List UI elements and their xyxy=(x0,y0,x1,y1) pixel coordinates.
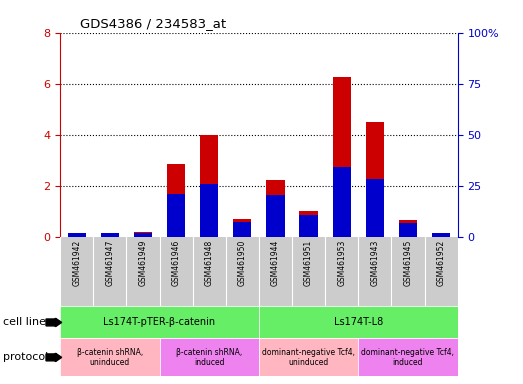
Text: GSM461945: GSM461945 xyxy=(403,240,413,286)
Bar xyxy=(300,215,317,237)
Bar xyxy=(266,195,285,237)
Text: GSM461947: GSM461947 xyxy=(105,240,115,286)
Text: GDS4386 / 234583_at: GDS4386 / 234583_at xyxy=(80,17,226,30)
Text: GSM461950: GSM461950 xyxy=(238,240,247,286)
Text: Ls174T-pTER-β-catenin: Ls174T-pTER-β-catenin xyxy=(104,318,215,328)
Bar xyxy=(101,234,119,237)
Bar xyxy=(60,338,160,376)
Bar xyxy=(259,306,458,338)
Bar xyxy=(67,233,86,237)
Bar xyxy=(259,338,358,376)
Text: GSM461944: GSM461944 xyxy=(271,240,280,286)
Bar xyxy=(200,134,218,237)
Bar xyxy=(134,233,152,237)
Bar xyxy=(300,211,317,237)
Bar xyxy=(333,167,351,237)
Text: GSM461948: GSM461948 xyxy=(204,240,214,286)
Text: GSM461952: GSM461952 xyxy=(437,240,446,286)
Text: GSM461946: GSM461946 xyxy=(172,240,180,286)
Bar xyxy=(167,194,185,237)
Bar xyxy=(200,184,218,237)
Bar xyxy=(366,179,384,237)
Bar xyxy=(366,122,384,237)
Text: GSM461949: GSM461949 xyxy=(139,240,147,286)
Bar xyxy=(358,338,458,376)
Text: β-catenin shRNA,
uninduced: β-catenin shRNA, uninduced xyxy=(77,348,143,367)
Text: Ls174T-L8: Ls174T-L8 xyxy=(334,318,383,328)
Text: dominant-negative Tcf4,
induced: dominant-negative Tcf4, induced xyxy=(361,348,454,367)
Text: GSM461951: GSM461951 xyxy=(304,240,313,286)
Bar xyxy=(167,164,185,237)
Bar xyxy=(432,233,450,237)
Text: dominant-negative Tcf4,
uninduced: dominant-negative Tcf4, uninduced xyxy=(262,348,355,367)
Bar xyxy=(399,220,417,237)
Bar xyxy=(101,233,119,237)
Bar xyxy=(399,223,417,237)
Bar xyxy=(134,232,152,237)
Bar xyxy=(233,222,252,237)
Text: protocol: protocol xyxy=(3,353,48,362)
Text: GSM461953: GSM461953 xyxy=(337,240,346,286)
Bar xyxy=(233,218,252,237)
Bar xyxy=(67,233,86,237)
Bar xyxy=(432,234,450,237)
Bar xyxy=(333,77,351,237)
Text: GSM461942: GSM461942 xyxy=(72,240,81,286)
Text: cell line: cell line xyxy=(3,318,46,328)
Bar xyxy=(160,338,259,376)
Text: GSM461943: GSM461943 xyxy=(370,240,379,286)
Text: β-catenin shRNA,
induced: β-catenin shRNA, induced xyxy=(176,348,242,367)
Bar xyxy=(60,306,259,338)
Bar xyxy=(266,180,285,237)
